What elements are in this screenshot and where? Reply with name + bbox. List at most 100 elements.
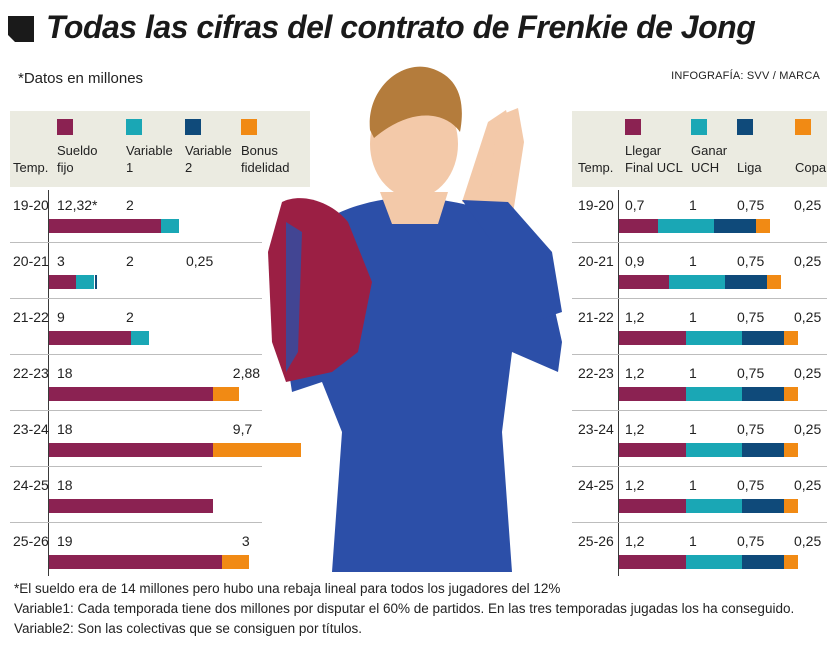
bar-segment: [756, 219, 771, 233]
bar-segment: [686, 443, 743, 457]
bar-segment: [49, 219, 162, 233]
bar-segment: [49, 275, 77, 289]
legend-label: UCH: [691, 160, 720, 175]
bar-segment: [619, 331, 687, 345]
legend-swatch: [795, 119, 811, 135]
value-label: 9: [57, 309, 65, 325]
value-label: 2: [126, 253, 134, 269]
legend-label: Llegar: [625, 143, 662, 158]
bar-axis: [48, 190, 49, 576]
bar-segment: [130, 331, 150, 345]
bar-segment: [725, 275, 768, 289]
bar-segment: [49, 387, 213, 401]
row-separator: [572, 242, 827, 243]
value-label: 18: [57, 477, 73, 493]
row-label-season: 22-23: [13, 365, 49, 381]
value-label: 0,25: [794, 309, 822, 325]
row-separator: [10, 298, 262, 299]
bar-segment: [212, 387, 239, 401]
row-label-season: 20-21: [578, 253, 614, 269]
bar-segment: [49, 331, 131, 345]
bar-segment: [49, 443, 213, 457]
legend-swatch: [126, 119, 142, 135]
bar-segment: [161, 219, 180, 233]
legend-swatch: [241, 119, 257, 135]
value-label: 12,32*: [57, 197, 98, 213]
column-header-temp: Temp.: [13, 160, 49, 175]
legend-label: fidelidad: [241, 160, 290, 175]
value-label: 1: [689, 197, 697, 213]
value-label: 0,75: [737, 253, 765, 269]
bar-segment: [714, 219, 757, 233]
bar-segment: [784, 331, 799, 345]
value-label: 0,75: [737, 477, 765, 493]
value-label: 18: [57, 421, 73, 437]
row-label-season: 25-26: [13, 533, 49, 549]
value-label: 0,25: [794, 365, 822, 381]
value-label: 0,75: [737, 365, 765, 381]
player-hand-right: [488, 108, 524, 220]
value-label: 0,7: [625, 197, 645, 213]
value-label: 0,25: [794, 197, 822, 213]
legend-label: fijo: [57, 160, 74, 175]
bar-segment: [619, 219, 659, 233]
units-note: *Datos en millones: [18, 70, 144, 87]
bar-segment: [784, 499, 799, 513]
value-label: 0,75: [737, 533, 765, 549]
bar-segment: [619, 443, 687, 457]
legend-label: Final UCL: [625, 160, 683, 175]
bar-segment: [686, 555, 743, 569]
value-label: 0,75: [737, 309, 765, 325]
bar-segment: [619, 387, 687, 401]
legend-label: Copa: [795, 160, 827, 175]
value-label: 1: [689, 253, 697, 269]
legend-label: 2: [185, 160, 193, 175]
page-title: Todas las cifras del contrato de Frenkie…: [46, 9, 756, 45]
row-separator: [10, 242, 262, 243]
row-label-season: 24-25: [578, 477, 614, 493]
bar-segment: [686, 499, 743, 513]
bar-segment: [784, 555, 799, 569]
legend-swatch: [737, 119, 753, 135]
player-photo: [268, 66, 562, 572]
row-label-season: 23-24: [13, 421, 49, 437]
legend-label: Sueldo: [57, 143, 98, 158]
row-separator: [10, 410, 262, 411]
bar-segment: [742, 331, 785, 345]
bar-segment: [742, 555, 785, 569]
legend-label: 1: [126, 160, 134, 175]
value-label: 1: [689, 421, 697, 437]
footnote-3: Variable2: Son las colectivas que se con…: [14, 621, 362, 636]
value-label: 0,25: [794, 421, 822, 437]
bar-segment: [686, 387, 743, 401]
value-label: 18: [57, 365, 73, 381]
row-separator: [572, 298, 827, 299]
bar-segment: [669, 275, 726, 289]
value-label: 1: [689, 365, 697, 381]
value-label: 19: [57, 533, 73, 549]
bar-segment: [76, 275, 95, 289]
row-separator: [572, 522, 827, 523]
value-label: 3: [57, 253, 65, 269]
legend-swatch: [625, 119, 641, 135]
bar-segment: [221, 555, 250, 569]
credit-line: INFOGRAFÍA: SVV / MARCA: [671, 70, 820, 82]
player-neck: [380, 192, 448, 224]
row-separator: [10, 354, 262, 355]
bar-segment: [49, 499, 213, 513]
bar-segment: [686, 331, 743, 345]
row-label-season: 25-26: [578, 533, 614, 549]
value-label: 1,2: [625, 477, 645, 493]
value-label: 2,88: [232, 365, 261, 381]
footnote-2: Variable1: Cada temporada tiene dos mill…: [14, 601, 795, 616]
value-label: 2: [126, 197, 134, 213]
value-label: 1,2: [625, 365, 645, 381]
row-label-season: 21-22: [578, 309, 614, 325]
bar-segment: [784, 443, 799, 457]
value-label: 1: [689, 309, 697, 325]
bar-segment: [742, 499, 785, 513]
row-separator: [10, 522, 262, 523]
footnote-1: *El sueldo era de 14 millones pero hubo …: [14, 581, 561, 596]
row-label-season: 20-21: [13, 253, 49, 269]
value-label: 1,2: [625, 421, 645, 437]
